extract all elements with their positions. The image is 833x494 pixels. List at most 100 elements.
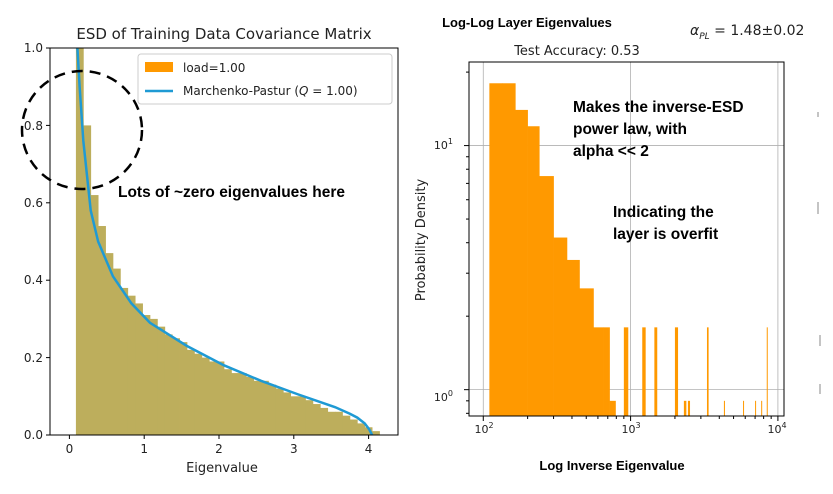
histogram-bar (127, 295, 136, 435)
callout-circle (20, 69, 144, 191)
histogram-bar (320, 407, 329, 435)
histogram-bar (761, 400, 763, 416)
annotation-line: layer is overfit (613, 226, 718, 243)
left-y-axis: 0.0 0.2 0.4 0.6 0.8 1.0 (24, 41, 50, 442)
left-plot-frame (49, 47, 399, 436)
histogram-bar (723, 400, 725, 416)
legend-line-label: Marchenko-Pastur (Q = 1.00) (183, 84, 358, 98)
right-x-tick-label: 103 (621, 421, 640, 436)
legend-box (137, 53, 393, 105)
histogram-bar (642, 327, 646, 416)
left-histogram (75, 48, 380, 436)
histogram-bar (83, 125, 92, 436)
left-y-tick-label: 0.6 (24, 196, 43, 210)
left-chart-title: ESD of Training Data Covariance Matrix (76, 25, 371, 43)
left-x-tick-label: 4 (365, 442, 373, 456)
annotation-line: power law, with (573, 121, 687, 138)
histogram-bar (312, 404, 321, 435)
left-x-tick-label: 2 (215, 442, 223, 456)
histogram-bar (268, 384, 277, 435)
histogram-bar (357, 423, 366, 435)
histogram-bar (283, 392, 292, 435)
annotation-line: Indicating the (613, 204, 714, 221)
right-x-axis-label: Log Inverse Eigenvalue (539, 458, 684, 473)
annotation-line: alpha << 2 (573, 143, 649, 160)
histogram-bar (231, 373, 240, 435)
right-histogram (489, 83, 768, 417)
edge-artifacts (817, 112, 821, 394)
histogram-bar (186, 349, 195, 435)
histogram-bar (224, 369, 232, 435)
left-x-axis-label: Eigenvalue (186, 461, 258, 476)
histogram-bar (579, 288, 594, 416)
left-y-tick-label: 0.0 (24, 428, 43, 442)
right-y-tick-label: 101 (434, 137, 453, 152)
legend-hist-label: load=1.00 (183, 61, 245, 75)
left-legend: load=1.00 Marchenko-Pastur (Q = 1.00) (137, 53, 393, 105)
test-accuracy-label: Test Accuracy: 0.53 (513, 44, 640, 59)
left-x-axis: 0 1 2 3 4 Eigenvalue (66, 435, 373, 476)
histogram-bar (706, 327, 709, 416)
histogram-bar (172, 338, 180, 435)
histogram-bar (527, 126, 540, 416)
histogram-bar (327, 411, 336, 435)
left-x-tick-label: 0 (66, 442, 74, 456)
left-y-tick-label: 0.4 (24, 273, 43, 287)
annotation-power-law: Makes the inverse-ESD power law, with al… (573, 99, 744, 160)
alpha-label: αPL = 1.48±0.02 (690, 23, 804, 42)
histogram-bar (683, 400, 687, 416)
histogram-bar (90, 195, 99, 435)
histogram-bar (135, 303, 143, 435)
histogram-bar (179, 342, 188, 435)
histogram-bar (290, 396, 299, 435)
histogram-bar (539, 176, 554, 416)
left-y-tick-label: 0.8 (24, 119, 43, 133)
histogram-bar (164, 334, 173, 435)
histogram-bar (253, 380, 262, 435)
histogram-bar (246, 376, 255, 435)
callout-text: Lots of ~zero eigenvalues here (118, 184, 345, 201)
annotation-overfit: Indicating the layer is overfit (613, 204, 718, 243)
histogram-bar (305, 400, 314, 435)
histogram-bar (623, 327, 629, 416)
histogram-bar (335, 411, 343, 435)
left-y-tick-label: 0.2 (24, 351, 43, 365)
histogram-bar (603, 327, 610, 416)
histogram-bar (201, 357, 210, 435)
left-x-tick-label: 1 (140, 442, 148, 456)
histogram-bar (120, 287, 129, 435)
histogram-bar (349, 419, 358, 435)
histogram-bar (674, 327, 679, 416)
right-x-tick-label: 102 (474, 421, 493, 436)
right-x-tick-label: 104 (767, 421, 786, 436)
histogram-bar (157, 326, 166, 435)
histogram-bar (755, 400, 757, 416)
histogram-bar (209, 361, 217, 435)
histogram-bar (515, 109, 528, 416)
right-plot-frame (468, 61, 785, 417)
histogram-bar (298, 396, 306, 435)
histogram-bar (687, 400, 691, 416)
histogram-bar (654, 327, 658, 416)
histogram-bar (766, 327, 768, 416)
left-x-tick-label: 3 (290, 442, 298, 456)
histogram-bar (75, 48, 84, 435)
histogram-bar (364, 427, 373, 435)
left-chart: ESD of Training Data Covariance Matrix 0… (20, 25, 399, 476)
histogram-bar (105, 253, 114, 435)
histogram-bar (238, 373, 247, 435)
right-chart: Log-Log Layer Eigenvalues αPL = 1.48±0.0… (414, 15, 821, 473)
legend-hist-swatch (145, 62, 173, 72)
histogram-bar (112, 268, 121, 435)
right-axis-ticks (464, 71, 779, 421)
histogram-bar (275, 388, 284, 435)
right-y-axis-label: Probability Density (414, 179, 429, 302)
histogram-bar (609, 400, 616, 416)
histogram-bar (372, 431, 380, 435)
histogram-bar (194, 353, 203, 435)
histogram-bar (149, 318, 158, 435)
right-chart-title: Log-Log Layer Eigenvalues (442, 15, 612, 30)
histogram-bar (342, 415, 351, 435)
